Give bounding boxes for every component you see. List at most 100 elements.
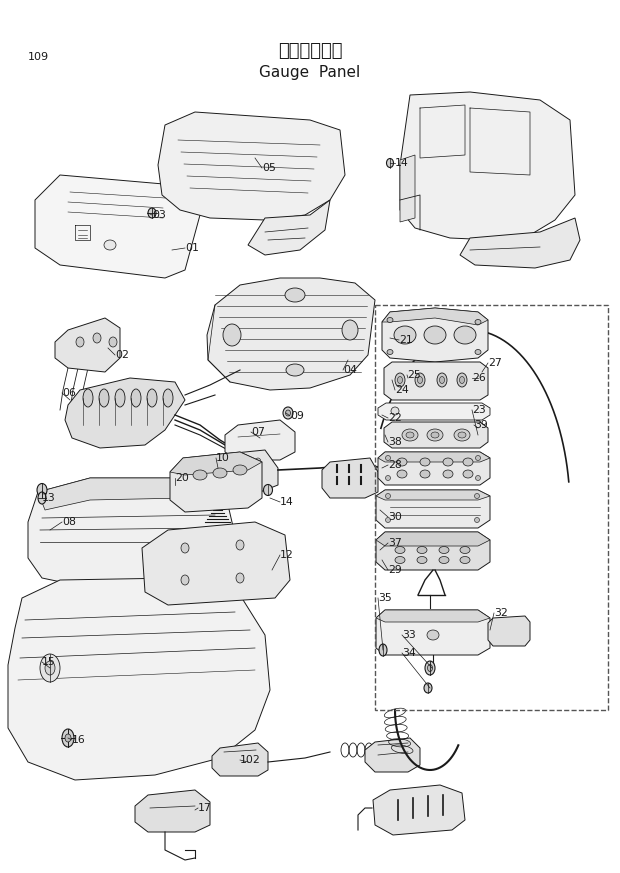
Text: 20: 20 xyxy=(175,473,189,483)
Text: 37: 37 xyxy=(388,538,402,548)
Ellipse shape xyxy=(40,654,60,682)
Text: ゲージパネル: ゲージパネル xyxy=(278,42,342,60)
Polygon shape xyxy=(212,743,268,776)
Text: 32: 32 xyxy=(494,608,508,618)
Ellipse shape xyxy=(443,470,453,478)
Polygon shape xyxy=(135,790,210,832)
Text: 08: 08 xyxy=(62,517,76,527)
Ellipse shape xyxy=(402,429,418,441)
Ellipse shape xyxy=(264,485,273,496)
Ellipse shape xyxy=(427,630,439,640)
Text: 33: 33 xyxy=(402,630,416,640)
Polygon shape xyxy=(8,578,270,780)
Ellipse shape xyxy=(243,458,249,466)
Polygon shape xyxy=(400,92,575,240)
Ellipse shape xyxy=(83,389,93,407)
Ellipse shape xyxy=(387,318,393,322)
Text: 14: 14 xyxy=(395,158,409,168)
Ellipse shape xyxy=(395,556,405,563)
Ellipse shape xyxy=(115,389,125,407)
Polygon shape xyxy=(382,308,488,362)
Text: 102: 102 xyxy=(240,755,261,765)
Polygon shape xyxy=(488,616,530,646)
Ellipse shape xyxy=(231,470,237,478)
Ellipse shape xyxy=(285,410,291,416)
Ellipse shape xyxy=(427,429,443,441)
Ellipse shape xyxy=(476,456,480,460)
Ellipse shape xyxy=(415,373,425,387)
Polygon shape xyxy=(376,532,490,546)
Ellipse shape xyxy=(474,493,479,498)
Ellipse shape xyxy=(283,407,293,419)
Polygon shape xyxy=(55,318,120,372)
Polygon shape xyxy=(400,155,415,222)
Ellipse shape xyxy=(236,540,244,550)
Text: 17: 17 xyxy=(198,803,212,813)
Polygon shape xyxy=(378,452,490,485)
Ellipse shape xyxy=(475,349,481,354)
Ellipse shape xyxy=(223,324,241,346)
Text: A: A xyxy=(197,462,203,472)
Ellipse shape xyxy=(420,470,430,478)
Text: 03: 03 xyxy=(152,210,166,220)
Ellipse shape xyxy=(439,556,449,563)
Polygon shape xyxy=(35,175,200,278)
Ellipse shape xyxy=(437,373,447,387)
Ellipse shape xyxy=(99,389,109,407)
Ellipse shape xyxy=(417,556,427,563)
Bar xyxy=(375,305,608,710)
Polygon shape xyxy=(376,610,490,622)
Polygon shape xyxy=(376,490,490,500)
Polygon shape xyxy=(28,478,235,588)
Ellipse shape xyxy=(233,465,247,475)
Text: 05: 05 xyxy=(262,163,276,173)
Ellipse shape xyxy=(76,337,84,347)
Polygon shape xyxy=(376,610,490,655)
Text: 38: 38 xyxy=(388,437,402,447)
Ellipse shape xyxy=(255,458,261,466)
Ellipse shape xyxy=(386,159,394,168)
Text: 26: 26 xyxy=(472,373,485,383)
Ellipse shape xyxy=(417,376,422,383)
Polygon shape xyxy=(384,422,488,448)
Polygon shape xyxy=(376,490,490,528)
Ellipse shape xyxy=(391,407,399,415)
Ellipse shape xyxy=(476,476,480,480)
Ellipse shape xyxy=(219,470,225,478)
Polygon shape xyxy=(378,403,490,420)
Ellipse shape xyxy=(243,470,249,478)
Text: 10: 10 xyxy=(216,453,230,463)
Ellipse shape xyxy=(428,664,433,671)
Polygon shape xyxy=(205,450,278,492)
Text: 02: 02 xyxy=(115,350,129,360)
Polygon shape xyxy=(382,308,488,325)
Ellipse shape xyxy=(424,683,432,693)
Text: 30: 30 xyxy=(388,512,402,522)
Polygon shape xyxy=(225,420,295,460)
Text: 35: 35 xyxy=(378,593,392,603)
Ellipse shape xyxy=(395,373,405,387)
Polygon shape xyxy=(384,362,488,400)
Text: 09: 09 xyxy=(290,411,304,421)
Text: 109: 109 xyxy=(28,52,49,62)
Ellipse shape xyxy=(236,573,244,583)
Text: 25: 25 xyxy=(407,370,421,380)
Ellipse shape xyxy=(386,493,391,498)
Ellipse shape xyxy=(386,476,391,480)
Ellipse shape xyxy=(454,429,470,441)
Ellipse shape xyxy=(109,337,117,347)
Ellipse shape xyxy=(213,468,227,478)
Ellipse shape xyxy=(148,208,156,218)
Text: 13: 13 xyxy=(42,493,56,503)
Ellipse shape xyxy=(387,349,393,354)
Ellipse shape xyxy=(285,288,305,302)
Text: 22: 22 xyxy=(388,413,402,423)
Ellipse shape xyxy=(181,575,189,585)
Text: 04: 04 xyxy=(343,365,357,375)
Polygon shape xyxy=(38,478,225,510)
Ellipse shape xyxy=(463,458,473,466)
Ellipse shape xyxy=(463,470,473,478)
Ellipse shape xyxy=(379,644,387,656)
Polygon shape xyxy=(322,458,378,498)
Text: 01: 01 xyxy=(185,243,199,253)
